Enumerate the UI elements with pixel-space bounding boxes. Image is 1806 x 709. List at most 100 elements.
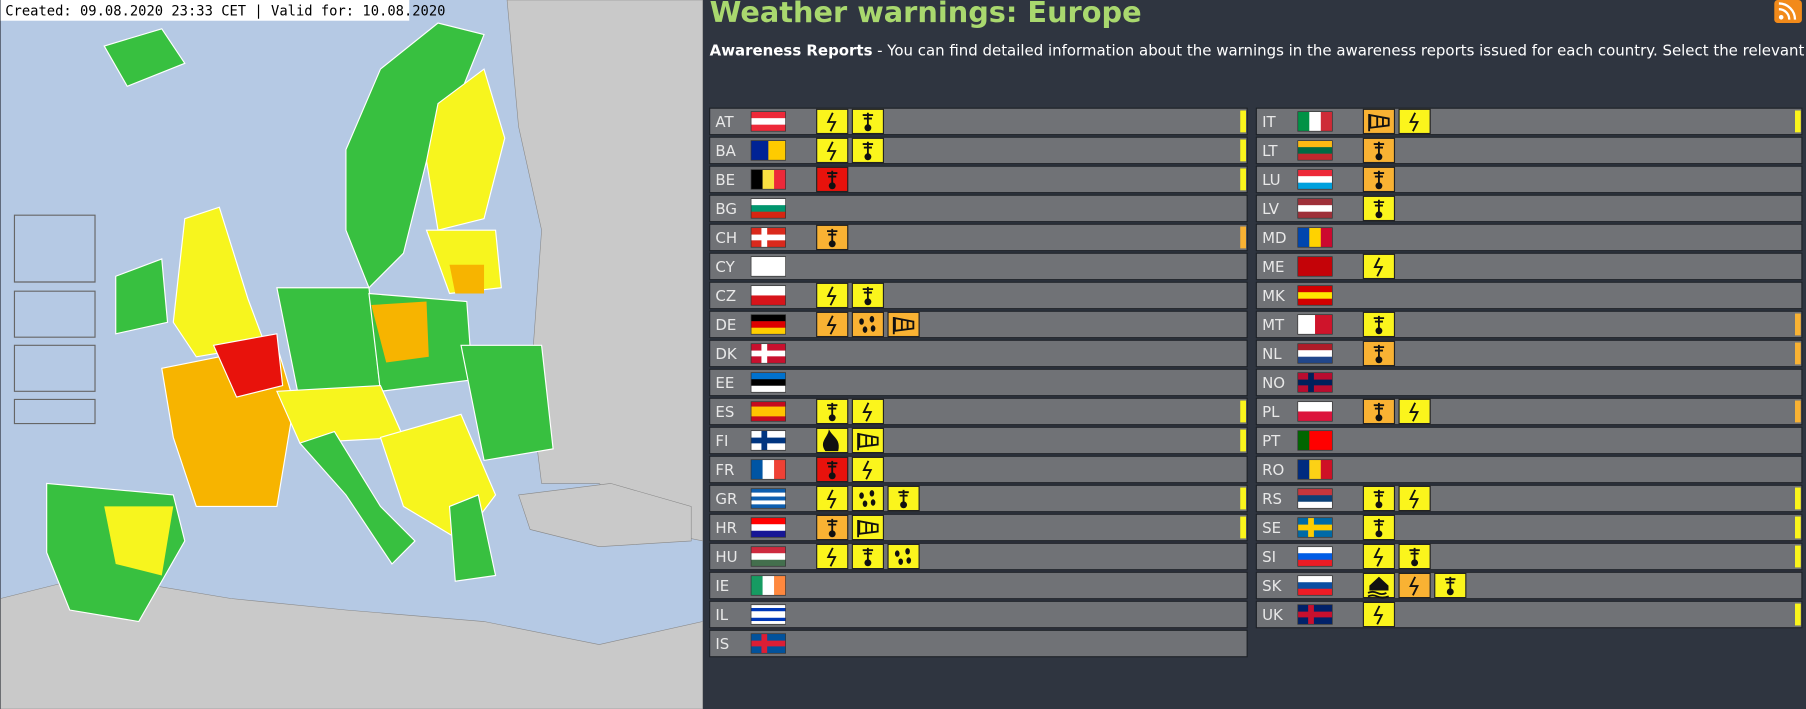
country-row[interactable]: IS [709,629,1248,658]
country-code: EE [715,374,734,392]
flag [1297,372,1333,393]
rss-icon[interactable] [1774,0,1802,24]
icon-glyph [1409,576,1419,596]
warning-icon [851,311,885,338]
row-bar [1255,281,1803,310]
country-code: SK [1262,577,1282,595]
country-row[interactable]: IE [709,571,1248,600]
icon-glyph [857,432,879,451]
flag-part [751,411,786,417]
flag-part [1320,459,1333,480]
icon-glyph [826,315,837,335]
warning-icon [816,224,849,251]
country-row[interactable]: DK [709,339,1248,368]
country-code: RO [1262,461,1284,479]
row-bar [1255,165,1803,194]
country-row[interactable]: IT [1255,107,1803,136]
level-indicator [1795,342,1801,365]
flag-part [751,211,786,219]
country-row[interactable]: HR [709,513,1248,542]
country-row[interactable]: CH [709,223,1248,252]
country-row[interactable]: MD [1255,223,1803,252]
country-code: UK [1262,606,1284,624]
country-row[interactable]: RO [1255,455,1803,484]
flag-part [1297,111,1310,132]
warning-icon [816,137,849,164]
country-row[interactable]: PT [1255,426,1803,455]
warning-icon [1398,108,1431,135]
flag-part [751,575,763,596]
country-row[interactable]: LT [1255,136,1803,165]
icon-glyph [827,460,838,474]
row-bar [709,368,1248,397]
country-row[interactable]: NO [1255,368,1803,397]
country-row[interactable]: AT [709,107,1248,136]
row-bar [1255,455,1803,484]
flag [750,111,786,132]
country-row[interactable]: DE [709,310,1248,339]
country-row[interactable]: UK [1255,600,1803,629]
country-row[interactable]: NL [1255,339,1803,368]
country-row[interactable]: IL [709,600,1248,629]
awareness-label: Awareness Reports [710,41,873,59]
country-row[interactable]: ES [709,397,1248,426]
warning-icon [1362,108,1396,135]
level-indicator [1240,110,1246,133]
icon-glyph [1369,576,1389,591]
country-row[interactable]: SI [1255,542,1803,571]
row-bar [709,484,1248,513]
row-bar [1255,339,1803,368]
country-row[interactable]: HU [709,542,1248,571]
warning-icon [851,456,885,483]
country-code: CZ [715,287,736,305]
warning-icon [816,514,849,541]
row-bar [1255,484,1803,513]
row-bar [1255,600,1803,629]
icon-glyph [1409,489,1419,509]
country-row[interactable]: SK [1255,571,1803,600]
country-row[interactable]: SE [1255,513,1803,542]
icon-glyph [1375,211,1383,219]
flag-part [751,621,786,625]
warning-icon [1398,543,1431,570]
flag-part [751,118,786,125]
country-row[interactable]: FR [709,455,1248,484]
country-row[interactable]: RS [1255,484,1803,513]
country-code: IS [715,635,729,653]
flag [750,517,786,538]
country-row[interactable]: BG [709,194,1248,223]
icon-glyph [900,501,908,509]
country-row[interactable]: CZ [709,281,1248,310]
row-bar [709,281,1248,310]
flag [1297,488,1333,509]
country-row[interactable]: LU [1255,165,1803,194]
country-row[interactable]: ME [1255,252,1803,281]
country-code: CH [715,229,737,247]
flag-part [751,459,763,480]
country-row[interactable]: BA [709,136,1248,165]
country-row[interactable]: BE [709,165,1248,194]
icon-glyph [1411,559,1419,567]
warning-icon [1398,485,1431,512]
country-row[interactable]: PL [1255,397,1803,426]
icon-glyph [1373,547,1384,567]
flag [750,430,786,451]
country-row[interactable]: MT [1255,310,1803,339]
country-code: BG [715,200,737,218]
flag-part [1297,430,1310,451]
country-row[interactable]: CY [709,252,1248,281]
flag-border [1297,140,1333,161]
flag-part [1297,546,1333,554]
row-bar [1255,542,1803,571]
flag-part [751,124,786,132]
flag [750,256,786,277]
country-row[interactable]: GR [709,484,1248,513]
country-code: PT [1262,432,1281,450]
country-row[interactable]: MK [1255,281,1803,310]
flag-part [751,559,786,567]
country-row[interactable]: EE [709,368,1248,397]
country-row[interactable]: LV [1255,194,1803,223]
flag-part [1297,401,1333,412]
icon-glyph [1368,113,1390,132]
country-row[interactable]: FI [709,426,1248,455]
